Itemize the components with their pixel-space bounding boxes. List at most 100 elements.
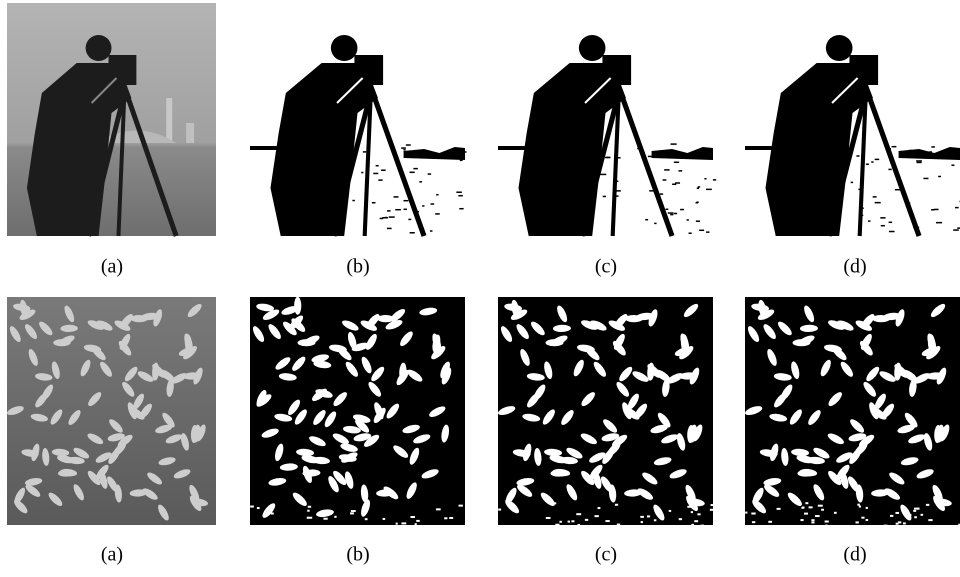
- speckle: [389, 216, 395, 218]
- speckle: [393, 196, 398, 198]
- speckle: [698, 186, 700, 188]
- speckle: [880, 217, 885, 219]
- speckle: [696, 220, 700, 222]
- speckle: [866, 507, 868, 509]
- speckle: [598, 507, 601, 509]
- speckle: [909, 150, 912, 152]
- speckle: [706, 189, 712, 191]
- speckle: [919, 150, 922, 152]
- rice-image: [250, 297, 465, 526]
- speckle: [615, 504, 618, 506]
- speckle: [641, 521, 643, 523]
- speckle: [811, 521, 814, 523]
- speckle: [805, 502, 808, 504]
- speckle: [654, 223, 656, 225]
- caption: (c): [595, 256, 617, 278]
- speckle: [546, 517, 551, 519]
- speckle: [809, 506, 813, 508]
- speckle: [257, 507, 260, 509]
- background: [498, 297, 713, 525]
- speckle: [951, 164, 954, 166]
- speckle: [800, 519, 803, 521]
- speckle: [871, 161, 873, 163]
- speckle: [856, 155, 859, 157]
- speckle: [410, 516, 414, 518]
- speckle: [648, 156, 653, 158]
- speckle: [403, 200, 408, 202]
- speckle: [645, 219, 648, 221]
- rice-image: [497, 297, 715, 527]
- caption: (a): [101, 256, 123, 278]
- speckle: [323, 518, 327, 520]
- speckle: [697, 188, 699, 190]
- speckle: [664, 169, 669, 171]
- speckle: [670, 214, 673, 216]
- speckle: [381, 169, 386, 171]
- speckle: [697, 201, 699, 203]
- speckle: [660, 193, 663, 195]
- speckle: [559, 521, 561, 523]
- speckle: [605, 520, 609, 522]
- caption: (a): [101, 544, 123, 566]
- speckle: [855, 521, 858, 523]
- speckle: [387, 210, 391, 212]
- speckle: [459, 505, 463, 507]
- rice-image: [744, 297, 960, 527]
- speckle: [917, 162, 922, 164]
- caption: (d): [843, 544, 866, 566]
- speckle: [914, 508, 918, 510]
- speckle: [578, 524, 580, 526]
- speckle: [866, 163, 869, 165]
- speckle: [668, 212, 674, 214]
- speckle: [408, 219, 411, 221]
- speckle: [955, 207, 959, 209]
- speckle: [881, 225, 885, 227]
- speckle: [555, 524, 559, 526]
- speckle: [395, 209, 401, 211]
- rice-image: [6, 297, 216, 525]
- speckle: [436, 508, 441, 510]
- speckle: [571, 520, 574, 522]
- background: [745, 297, 960, 525]
- speckle: [666, 209, 669, 211]
- speckle: [825, 521, 829, 523]
- speckle: [916, 160, 922, 162]
- speckle: [410, 172, 415, 174]
- speckle: [745, 512, 747, 514]
- speckle: [380, 218, 384, 220]
- speckle: [908, 514, 911, 516]
- speckle: [687, 219, 689, 221]
- speckle: [654, 519, 656, 521]
- speckle: [594, 515, 598, 517]
- speckle: [308, 506, 311, 508]
- speckle: [679, 518, 682, 520]
- speckle: [713, 179, 716, 181]
- speckle: [866, 519, 869, 521]
- speckle: [890, 515, 893, 517]
- head: [579, 35, 606, 61]
- speckle: [892, 146, 897, 148]
- speckle: [308, 517, 312, 519]
- building: [186, 123, 194, 143]
- speckle: [923, 178, 928, 180]
- background: [7, 297, 216, 525]
- speckle: [419, 181, 422, 183]
- speckle: [406, 144, 411, 146]
- speckle: [401, 147, 406, 149]
- speckle: [804, 513, 808, 515]
- speckle: [928, 519, 932, 521]
- speckle: [674, 162, 679, 164]
- speckle: [404, 209, 407, 211]
- speckle: [710, 509, 714, 511]
- speckle: [859, 506, 861, 508]
- speckle: [896, 523, 899, 525]
- speckle: [801, 507, 803, 509]
- speckle: [552, 502, 556, 504]
- speckle: [679, 153, 683, 155]
- speckle: [576, 513, 581, 515]
- speckle: [352, 200, 355, 202]
- speckle: [444, 517, 447, 519]
- speckle: [361, 172, 363, 174]
- panels: [6, 3, 960, 527]
- speckle: [363, 151, 366, 153]
